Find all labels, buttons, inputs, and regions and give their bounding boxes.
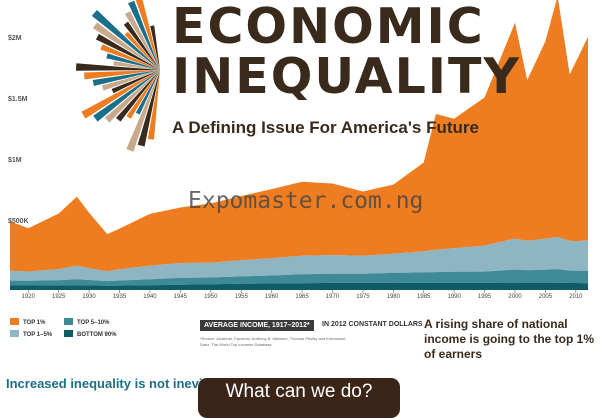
area-bottom-90- [10,282,588,287]
starburst-ray [113,61,160,70]
avg-income-label: AVERAGE INCOME, 1917–2012* [200,320,314,331]
starburst-ray [135,70,160,115]
starburst-ray [135,0,160,70]
starburst-ray [150,25,160,70]
x-tick-label: 1955 [234,294,248,300]
x-tick-label: 2000 [508,294,522,300]
area-top-5-10- [10,269,588,286]
starburst-ray [102,70,160,91]
starburst-ray [92,70,160,86]
starburst-ray [84,70,160,80]
y-tick-500k: $500K [8,218,29,225]
starburst-ray [128,0,160,71]
x-tick-label: 1965 [295,294,309,300]
source-note: *Source: Alvaredo, Facundo, Anthony B. A… [200,336,346,347]
x-tick-label: 1920 [21,294,35,300]
x-tick-label: 1935 [112,294,127,300]
x-tick-label: 2010 [569,294,583,300]
title-line2: INEQUALITY [172,48,521,105]
x-tick-label: 1990 [447,294,461,300]
starburst-ray [76,63,160,71]
legend-swatch-top1-5 [10,330,19,337]
starburst-ray [100,44,160,70]
x-tick-label: 1945 [173,294,188,300]
starburst-ray [126,70,160,119]
legend-top1: TOP 1% [10,318,45,326]
starburst-ray [126,70,160,152]
x-tick-label: 1940 [143,294,157,300]
starburst-ray [111,70,160,94]
stacked-area-chart [10,0,588,293]
x-tick-label: 1980 [386,294,400,300]
rising-share-text: A rising share of national income is goi… [424,317,595,361]
starburst-ray [91,10,160,70]
starburst-logo [76,0,160,152]
legend-swatch-top5-10 [64,318,73,325]
chart-canvas [10,0,588,293]
watermark: Expomaster.com.ng [188,188,424,214]
x-tick-label: 2005 [538,294,553,300]
starburst-ray [123,21,160,71]
starburst-ray [106,53,160,70]
subtitle: A Defining Issue For America's Future [172,118,479,137]
increased-inequality-heading: Increased inequality is not inevitable [6,376,233,391]
starburst-ray [137,70,160,147]
title-line1: ECONOMIC [172,0,485,55]
starburst-ray [124,31,160,70]
x-tick-label: 1975 [356,294,370,300]
starburst-ray [92,22,160,70]
avg-income-units: IN 2012 CONSTANT DOLLARS [322,321,423,328]
legend-swatch-bottom90 [64,330,73,337]
x-tick-label: 1925 [51,294,66,300]
legend-top1-5: TOP 1–5% [10,330,52,338]
x-tick-label: 1985 [417,294,431,300]
starburst-ray [147,70,160,140]
y-tick-2m: $2M [8,35,22,42]
y-tick-1-5m: $1.5M [8,96,28,103]
starburst-ray [104,70,160,123]
legend-bottom90: BOTTOM 90% [64,330,117,338]
x-tick-label: 1950 [204,294,218,300]
starburst-ray [124,11,160,70]
what-can-we-do-banner: What can we do? [198,378,400,418]
starburst-ray [116,70,160,122]
x-tick-label: 1960 [264,294,279,300]
x-tick-label: 1930 [82,294,96,300]
x-tick-label: 1970 [325,294,340,300]
starburst-ray [93,70,160,122]
y-tick-1m: $1M [8,157,22,164]
x-tick-label: 1995 [477,294,492,300]
legend-top5-10: TOP 5–10% [64,318,109,326]
chart-baseline [10,287,588,290]
area-top-1- [10,0,588,272]
area-top-1-5- [10,237,588,282]
starburst-ray [81,70,160,119]
legend-swatch-top1 [10,318,19,325]
starburst-ray [95,33,160,70]
